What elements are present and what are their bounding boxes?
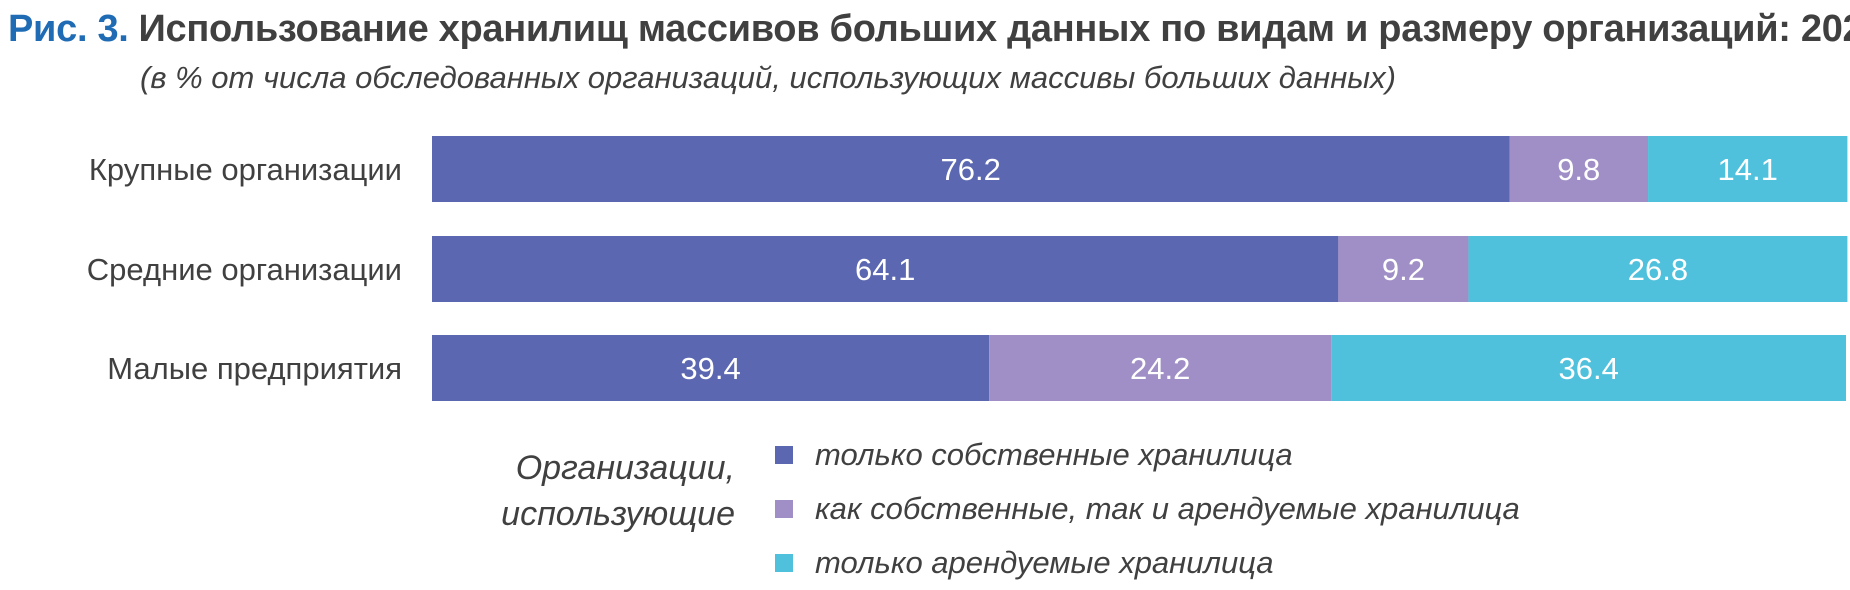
legend-swatch-rented	[775, 554, 793, 572]
bar-segment-both	[1509, 136, 1649, 202]
figure-label: Рис. 3.	[8, 8, 129, 50]
legend-label-own: только собственные хранилица	[815, 437, 1293, 472]
data-label: 9.2	[1382, 252, 1425, 287]
bar-segment-own	[432, 136, 1510, 202]
bar-segment-rented	[1331, 335, 1846, 401]
legend-item-both: как собственные, так и арендуемые хранил…	[775, 482, 1520, 536]
chart-subtitle: (в % от числа обследованных организаций,…	[140, 60, 1396, 95]
legend-item-rented: только арендуемые хранилица	[775, 536, 1520, 590]
bar-segment-own	[432, 335, 990, 401]
legend: только собственные хранилица как собстве…	[775, 428, 1520, 590]
data-label: 36.4	[1558, 351, 1618, 386]
data-label: 64.1	[855, 252, 915, 287]
bar-segment-rented	[1648, 136, 1848, 202]
data-label: 14.1	[1718, 152, 1778, 187]
legend-heading: Организации, использующие	[430, 445, 735, 537]
legend-item-own: только собственные хранилица	[775, 428, 1520, 482]
stacked-bar-chart: Крупные организации 76.2 9.8 14.1 Средние ор…	[87, 136, 1848, 401]
data-label: 24.2	[1130, 351, 1190, 386]
legend-swatch-both	[775, 500, 793, 518]
data-label: 26.8	[1628, 252, 1688, 287]
title-text: Использование хранилищ массивов больших …	[138, 8, 1850, 50]
data-label: 39.4	[680, 351, 740, 386]
legend-heading-line2: использующие	[501, 495, 735, 533]
category-label: Средние организации	[87, 252, 402, 287]
data-label: 76.2	[941, 152, 1001, 187]
legend-label-both: как собственные, так и арендуемые хранил…	[815, 491, 1520, 526]
bar-segment-rented	[1468, 236, 1848, 302]
legend-heading-line1: Организации,	[515, 449, 735, 487]
category-label: Крупные организации	[89, 152, 402, 187]
bar-segment-both	[989, 335, 1332, 401]
chart-title: Рис. 3. Использование хранилищ массивов б…	[8, 8, 1850, 51]
bar-segment-both	[1338, 236, 1469, 302]
bar-segment-own	[432, 236, 1339, 302]
legend-label-rented: только арендуемые хранилица	[815, 545, 1274, 580]
legend-swatch-own	[775, 446, 793, 464]
data-label: 9.8	[1557, 152, 1600, 187]
category-label: Малые предприятия	[107, 351, 402, 386]
